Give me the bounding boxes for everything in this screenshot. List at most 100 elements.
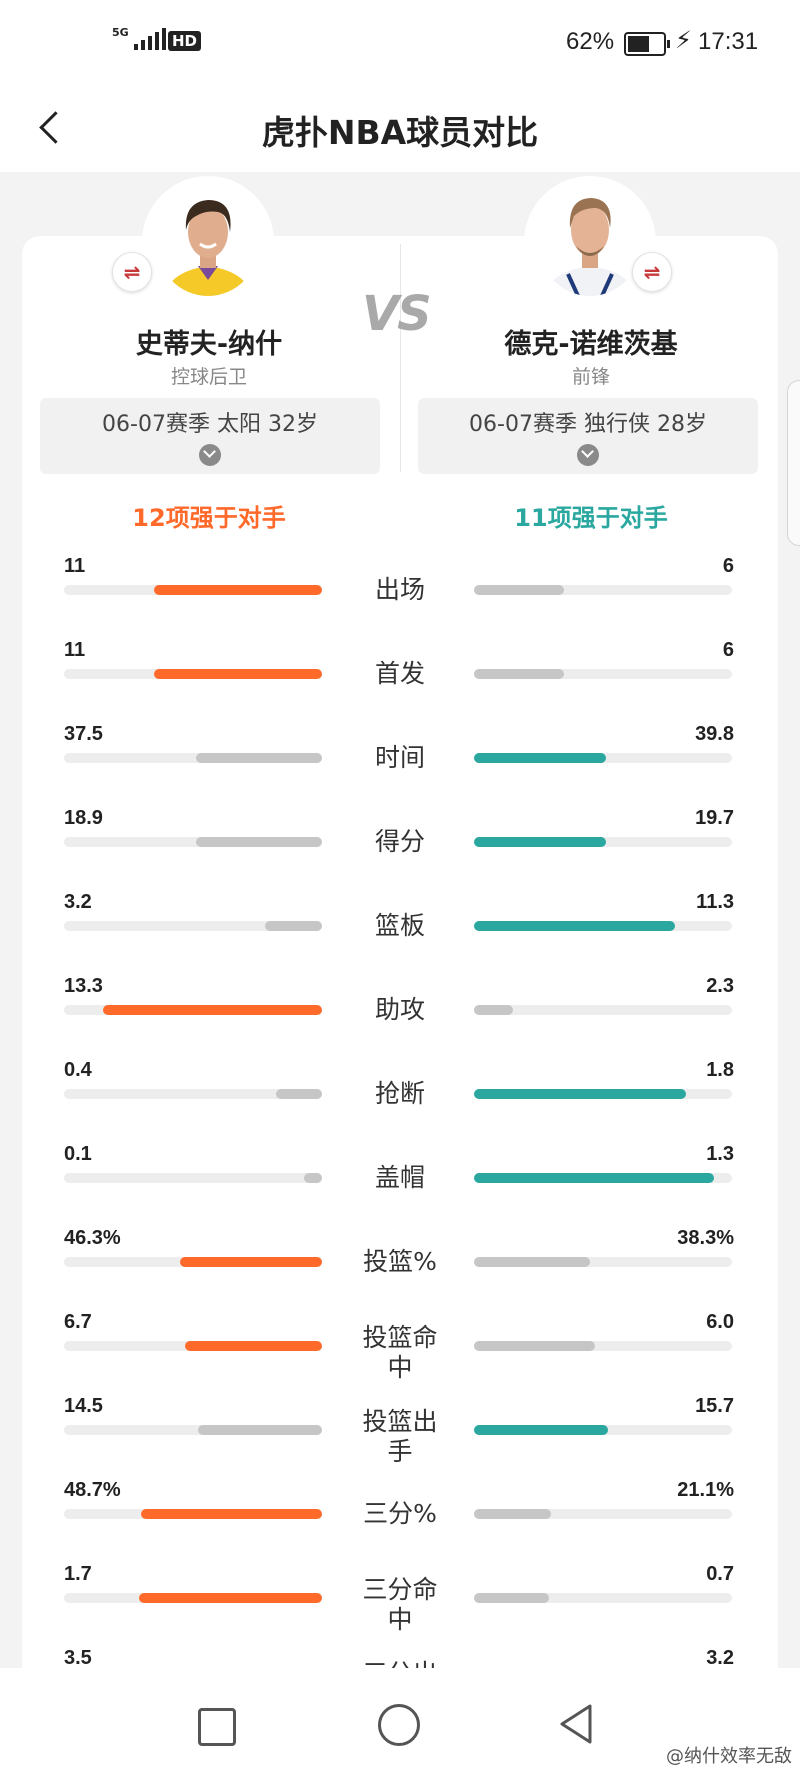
system-nav-bar: @纳什效率无敌 (0, 1668, 800, 1778)
stat-track-left (64, 1089, 322, 1099)
stat-label: 投篮出手 (362, 1407, 438, 1466)
stat-bar-left (141, 1509, 322, 1519)
stat-row: 11 6 首发 (0, 639, 800, 723)
stat-value-right: 0.7 (706, 1563, 734, 1585)
stat-value-left: 14.5 (64, 1395, 103, 1417)
stat-row: 14.5 15.7 投篮出手 (0, 1395, 800, 1479)
stat-bar-left (103, 1005, 322, 1015)
stat-value-left: 6.7 (64, 1311, 92, 1333)
stat-label: 三分% (363, 1499, 437, 1528)
stat-label: 出场 (374, 575, 425, 604)
stat-bar-right (474, 1257, 590, 1267)
swap-player-right-icon[interactable]: ⇌ (632, 252, 672, 292)
stat-row: 1.7 0.7 三分命中 (0, 1563, 800, 1647)
stat-track-left (64, 669, 322, 679)
stat-track-right (474, 1425, 732, 1435)
stat-bar-left (276, 1089, 322, 1099)
stat-bar-left (196, 753, 322, 763)
stat-row: 37.5 39.8 时间 (0, 723, 800, 807)
stat-label: 抢断 (374, 1079, 425, 1108)
stat-row: 6.7 6.0 投篮命中 (0, 1311, 800, 1395)
player-name-left: 史蒂夫-纳什 (135, 329, 283, 360)
side-drawer-handle[interactable] (787, 380, 800, 546)
stat-bar-right (474, 1341, 595, 1351)
player-position-right: 前锋 (571, 366, 610, 388)
stat-track-right (474, 837, 732, 847)
avatar (538, 188, 642, 296)
player-avatar-left[interactable] (142, 176, 274, 308)
stat-value-right: 11.3 (696, 891, 734, 913)
chevron-down-icon (199, 444, 221, 466)
recents-icon[interactable] (198, 1708, 236, 1746)
app-header: 虎扑NBA球员对比 (0, 90, 800, 172)
stat-track-left (64, 1425, 322, 1435)
chevron-down-icon (577, 444, 599, 466)
battery-icon (624, 32, 670, 56)
stat-bar-right (474, 1173, 714, 1183)
stat-label: 投篮命中 (362, 1323, 438, 1382)
stat-row: 46.3% 38.3% 投篮% (0, 1227, 800, 1311)
stat-bar-right (474, 1005, 513, 1015)
charging-icon: ⚡ (675, 26, 692, 54)
summary-right: 11项强于对手 (514, 504, 668, 532)
stat-bar-right (474, 753, 606, 763)
stat-bar-left (180, 1257, 322, 1267)
player-avatar-right[interactable] (524, 176, 656, 308)
stat-value-right: 1.8 (706, 1059, 734, 1081)
stat-track-left (64, 1341, 322, 1351)
swap-player-left-icon[interactable]: ⇌ (112, 252, 152, 292)
stat-track-left (64, 837, 322, 847)
divider (400, 244, 401, 472)
battery-percent: 62% (566, 28, 615, 55)
avatar (156, 188, 260, 296)
stat-track-right (474, 1341, 732, 1351)
stat-track-right (474, 585, 732, 595)
stat-value-left: 0.1 (64, 1143, 92, 1165)
stat-label: 时间 (374, 743, 425, 772)
stat-track-right (474, 921, 732, 931)
stat-value-right: 39.8 (695, 723, 734, 745)
stat-value-left: 18.9 (64, 807, 103, 829)
back-triangle-icon[interactable] (556, 1702, 596, 1746)
stat-value-right: 15.7 (695, 1395, 734, 1417)
stat-track-right (474, 1089, 732, 1099)
season-text-left: 06-07赛季 太阳 32岁 (102, 412, 318, 437)
stat-value-right: 19.7 (695, 807, 734, 829)
stat-row: 13.3 2.3 助攻 (0, 975, 800, 1059)
signal-icon: 5G (112, 27, 166, 50)
player-name-right: 德克-诺维茨基 (504, 329, 678, 360)
stat-value-right: 6 (722, 555, 734, 577)
stat-track-left (64, 1509, 322, 1519)
stat-track-left (64, 1593, 322, 1603)
stat-value-left: 48.7% (64, 1479, 121, 1501)
stat-track-right (474, 1257, 732, 1267)
stat-label: 得分 (374, 827, 425, 856)
stat-value-right: 3.2 (706, 1647, 734, 1669)
stat-label: 盖帽 (374, 1163, 425, 1192)
season-selector-left[interactable]: 06-07赛季 太阳 32岁 (40, 398, 380, 474)
stat-bar-left (154, 585, 322, 595)
season-selector-right[interactable]: 06-07赛季 独行侠 28岁 (418, 398, 758, 474)
stat-row: 18.9 19.7 得分 (0, 807, 800, 891)
vs-label: VS (362, 286, 432, 342)
stat-value-left: 1.7 (64, 1563, 92, 1585)
stat-track-right (474, 1173, 732, 1183)
stat-bar-right (474, 1425, 608, 1435)
stat-track-right (474, 753, 732, 763)
stat-bar-right (474, 921, 675, 931)
stat-bar-right (474, 1593, 549, 1603)
stat-bar-left (265, 921, 322, 931)
comparison-card (22, 236, 778, 1686)
stat-value-right: 6 (722, 639, 734, 661)
stat-label: 首发 (374, 659, 425, 688)
player-position-left: 控球后卫 (170, 366, 247, 388)
stat-bar-left (198, 1425, 322, 1435)
stat-row: 11 6 出场 (0, 555, 800, 639)
stat-track-left (64, 585, 322, 595)
stat-value-left: 46.3% (64, 1227, 121, 1249)
stat-value-right: 38.3% (677, 1227, 734, 1249)
page-title: 虎扑NBA球员对比 (261, 113, 539, 152)
home-icon[interactable] (378, 1704, 420, 1746)
stat-bar-left (196, 837, 322, 847)
stat-track-left (64, 921, 322, 931)
